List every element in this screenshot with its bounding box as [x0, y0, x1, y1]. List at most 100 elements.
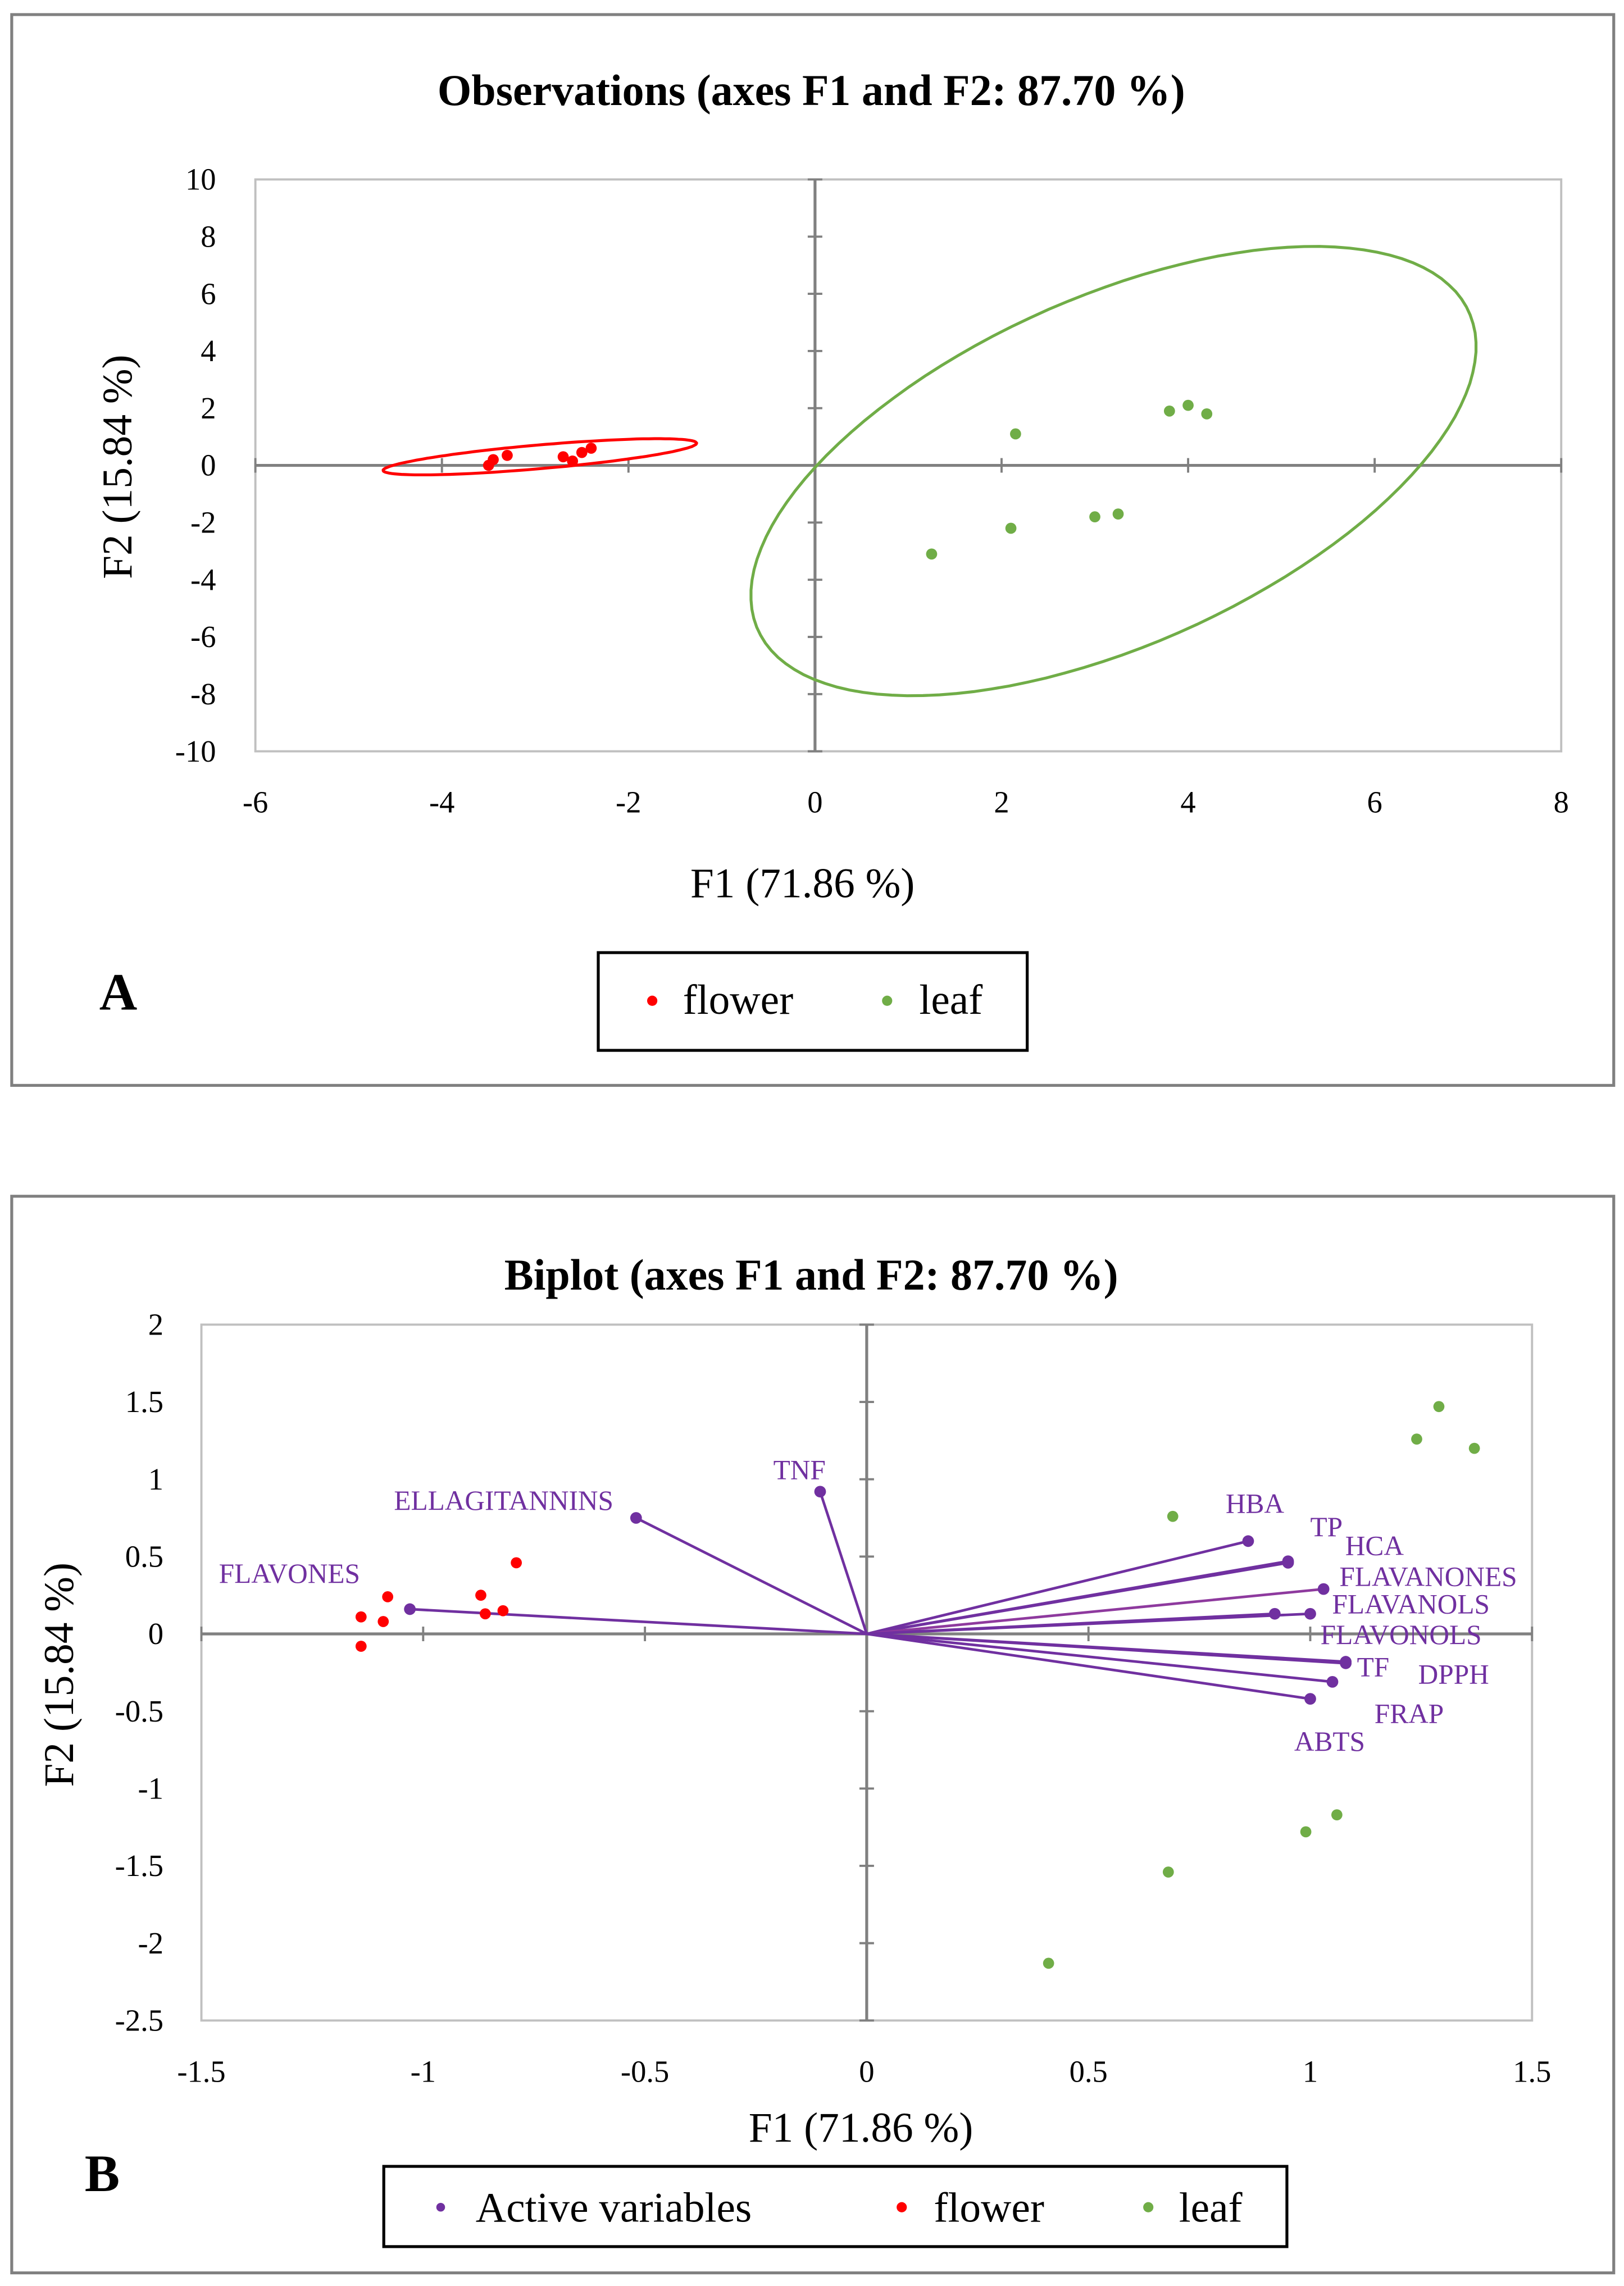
y-tick-label: 6	[201, 276, 216, 311]
variable-label: HBA	[1226, 1488, 1285, 1519]
flower-point	[488, 454, 499, 466]
variable-point	[1242, 1535, 1254, 1547]
legend-variables-label: Active variables	[476, 2185, 752, 2232]
flower-point	[511, 1557, 522, 1569]
x-tick-label: 0	[859, 2054, 874, 2088]
y-tick-label: -2	[138, 1926, 163, 1960]
variable-vector	[818, 1491, 868, 1634]
x-tick-label: 6	[1367, 785, 1382, 819]
flower-point	[567, 456, 579, 467]
variable-vector	[866, 1587, 1324, 1636]
variable-label: TNF	[774, 1455, 826, 1486]
variable-vector	[866, 1612, 1275, 1636]
flower-point	[479, 1608, 491, 1620]
y-tick-label: -1	[138, 1771, 163, 1805]
flower-point	[382, 1591, 394, 1602]
legend-variables-marker	[436, 2202, 445, 2212]
variable-label: ABTS	[1294, 1726, 1365, 1757]
legend-flower-marker	[647, 995, 658, 1006]
y-tick-label: -4	[190, 562, 216, 596]
y-tick-label: 10	[185, 162, 216, 197]
x-tick-label: 2	[994, 785, 1009, 819]
flower-point	[377, 1616, 389, 1627]
x-tick-label: -1	[411, 2054, 436, 2088]
variable-point	[1304, 1608, 1316, 1620]
flower-point	[557, 451, 569, 463]
y-tick-label: 2	[148, 1308, 163, 1342]
leaf-point	[1411, 1433, 1422, 1445]
y-tick-label: -10	[175, 734, 216, 768]
legend-flower-label: flower	[934, 2185, 1044, 2232]
leaf-point	[1468, 1442, 1480, 1454]
y-tick-label: 0	[201, 448, 216, 482]
flower-point	[502, 449, 513, 461]
panel-a-label: A	[99, 963, 138, 1021]
variable-vector	[866, 1632, 1346, 1665]
variable-vector	[635, 1517, 867, 1636]
variable-vector	[866, 1632, 1333, 1683]
y-tick-label: 8	[201, 219, 216, 253]
x-tick-label: 0.5	[1070, 2054, 1108, 2088]
panel-b-ylabel: F2 (15.84 %)	[36, 1563, 83, 1787]
leaf-point	[1167, 1510, 1179, 1522]
flower-point	[585, 443, 597, 454]
variable-point	[1268, 1608, 1281, 1620]
y-tick-label: -6	[190, 620, 216, 654]
variable-point	[1304, 1693, 1316, 1705]
variable-label: ELLAGITANNINS	[394, 1485, 613, 1516]
leaf-point	[1162, 1866, 1174, 1878]
flower-point	[475, 1590, 486, 1601]
variable-label: FLAVANONES	[1339, 1561, 1517, 1592]
leaf-point	[1163, 405, 1175, 417]
panel-a-plot: -6 -4 -2 0 2 4 6 8 10 8 6 4 2 0 -2 -4 -6 -8 -10	[175, 162, 1569, 819]
panel-b-xlabel: F1 (71.86 %)	[749, 2105, 974, 2151]
legend-leaf-label: leaf	[919, 977, 983, 1023]
legend-leaf-label: leaf	[1179, 2185, 1243, 2232]
legend-flower-label: flower	[683, 977, 794, 1023]
y-tick-label: 0.5	[125, 1540, 163, 1574]
leaf-point	[1089, 511, 1100, 523]
variable-point	[1282, 1556, 1294, 1569]
y-tick-label: 0	[148, 1616, 163, 1651]
panel-b-label: B	[85, 2145, 120, 2203]
panel-a-xlabel: F1 (71.86 %)	[690, 860, 915, 907]
variable-label: FLAVONOLS	[1321, 1619, 1482, 1650]
panel-b-legend: Active variables flower leaf	[382, 2165, 1289, 2248]
y-tick-label: 1.5	[125, 1385, 163, 1419]
variable-point	[630, 1512, 642, 1524]
variable-point	[1317, 1583, 1330, 1595]
legend-leaf-marker	[882, 995, 893, 1006]
leaf-point	[1201, 408, 1213, 420]
leaf-point	[926, 548, 938, 560]
x-tick-label: 0	[807, 785, 822, 819]
panel-b-plot: -1.5 -1 -0.5 0 0.5 1 1.5 2 1.5 1 0.5 0 -0.5 -1 -1.5 -2 -…	[115, 1308, 1552, 2089]
flower-point	[355, 1611, 367, 1623]
x-tick-label: -6	[243, 785, 268, 819]
leaf-point	[1005, 522, 1017, 534]
variable-label: FLAVANOLS	[1332, 1589, 1490, 1620]
leaf-point	[1331, 1809, 1343, 1820]
legend-flower-marker	[897, 2202, 907, 2212]
x-tick-label: 1	[1303, 2054, 1318, 2088]
variable-label: TF	[1357, 1651, 1390, 1682]
panel-a-legend: flower leaf	[597, 951, 1029, 1052]
variable-vector	[866, 1540, 1249, 1636]
variable-label: TP	[1310, 1511, 1343, 1542]
x-tick-label: -1.5	[177, 2054, 225, 2088]
leaf-point	[1010, 428, 1021, 440]
y-tick-label: -1.5	[115, 1848, 163, 1883]
x-tick-label: 8	[1554, 785, 1569, 819]
variable-vector	[866, 1561, 1289, 1636]
x-tick-label: -2	[616, 785, 641, 819]
x-tick-label: -4	[429, 785, 454, 819]
y-tick-label: -2.5	[115, 2003, 163, 2037]
y-tick-label: -8	[190, 677, 216, 711]
variable-label: FLAVONES	[219, 1558, 360, 1589]
variable-label: DPPH	[1418, 1659, 1489, 1690]
x-tick-label: -0.5	[621, 2054, 669, 2088]
leaf-point	[1433, 1401, 1445, 1413]
leaf-point	[1043, 1957, 1054, 1969]
variable-label: HCA	[1345, 1531, 1404, 1561]
x-tick-label: 4	[1180, 785, 1195, 819]
y-tick-label: 1	[148, 1462, 163, 1496]
